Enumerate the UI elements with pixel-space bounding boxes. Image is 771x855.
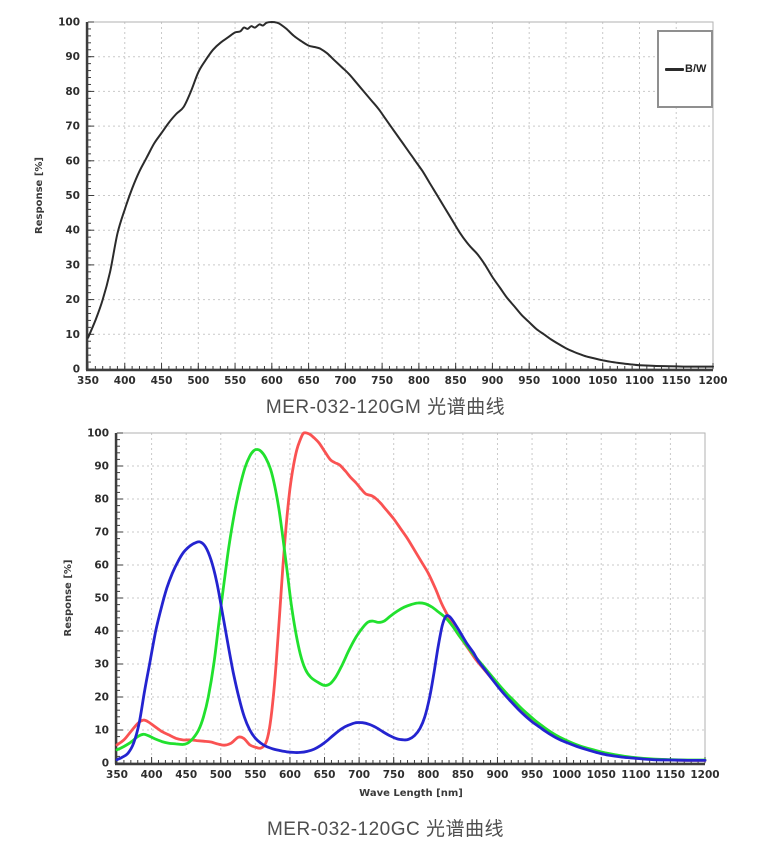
svg-text:750: 750 xyxy=(383,769,405,781)
svg-text:500: 500 xyxy=(210,769,232,781)
svg-text:40: 40 xyxy=(94,626,109,638)
svg-text:1000: 1000 xyxy=(552,769,581,781)
svg-text:600: 600 xyxy=(279,769,301,781)
svg-text:1050: 1050 xyxy=(588,375,617,387)
svg-text:50: 50 xyxy=(65,190,80,202)
svg-text:1100: 1100 xyxy=(625,375,654,387)
svg-text:0: 0 xyxy=(73,364,80,376)
svg-text:10: 10 xyxy=(65,329,80,341)
svg-text:1000: 1000 xyxy=(551,375,580,387)
svg-text:1200: 1200 xyxy=(698,375,727,387)
axes xyxy=(114,433,705,766)
axis-ticks xyxy=(116,432,706,764)
svg-text:60: 60 xyxy=(94,560,109,572)
svg-text:750: 750 xyxy=(371,375,393,387)
svg-text:600: 600 xyxy=(261,375,283,387)
svg-text:80: 80 xyxy=(94,494,109,506)
gridlines xyxy=(88,22,713,369)
svg-text:90: 90 xyxy=(94,461,109,473)
svg-text:700: 700 xyxy=(348,769,370,781)
svg-text:900: 900 xyxy=(481,375,503,387)
svg-text:450: 450 xyxy=(151,375,173,387)
svg-text:400: 400 xyxy=(114,375,136,387)
x-tick-labels: 350 400 450 500 550 600 650 700 750 800 850 900 950 1… xyxy=(77,375,728,387)
svg-text:350: 350 xyxy=(106,769,128,781)
svg-text:30: 30 xyxy=(65,259,80,271)
svg-text:900: 900 xyxy=(487,769,509,781)
curve-b xyxy=(115,540,707,762)
y-axis-title: Response [%] xyxy=(63,560,74,637)
svg-text:80: 80 xyxy=(65,86,80,98)
svg-text:100: 100 xyxy=(58,17,80,29)
svg-text:400: 400 xyxy=(141,769,163,781)
x-axis-title: Wave Length [nm] xyxy=(359,788,463,799)
legend-label: B/W xyxy=(685,62,707,75)
svg-text:10: 10 xyxy=(94,725,109,737)
caption-color-chart: MER-032-120GC 光谱曲线 xyxy=(266,819,505,840)
svg-text:450: 450 xyxy=(175,769,197,781)
svg-text:20: 20 xyxy=(94,692,109,704)
caption-mono-chart: MER-032-120GM 光谱曲线 xyxy=(265,397,506,418)
y-tick-labels: 0 10 20 30 40 50 60 70 80 90 100 xyxy=(58,17,80,376)
mono-spectral-response-chart: 350 400 450 500 550 600 650 700 750 800 850 900 950 1… xyxy=(0,0,771,392)
svg-text:950: 950 xyxy=(521,769,543,781)
svg-text:850: 850 xyxy=(445,375,467,387)
curve-gr xyxy=(115,448,707,762)
color-chart-plot: 350 400 450 500 550 600 650 700 750 800 850 900 950 1… xyxy=(63,428,720,800)
x-tick-labels: 350 400 450 500 550 600 650 700 750 800 850 900 950 1… xyxy=(106,769,720,781)
svg-text:100: 100 xyxy=(87,428,109,440)
svg-text:1050: 1050 xyxy=(587,769,616,781)
axis-ticks xyxy=(87,21,714,370)
svg-text:20: 20 xyxy=(65,294,80,306)
svg-text:90: 90 xyxy=(65,51,80,63)
svg-text:800: 800 xyxy=(408,375,430,387)
color-spectral-response-chart: 350 400 450 500 550 600 650 700 750 800 850 900 950 1… xyxy=(0,420,771,820)
svg-text:500: 500 xyxy=(187,375,209,387)
svg-text:70: 70 xyxy=(65,121,80,133)
svg-text:1200: 1200 xyxy=(690,769,719,781)
legend-swatch xyxy=(665,67,684,71)
svg-text:30: 30 xyxy=(94,659,109,671)
svg-text:70: 70 xyxy=(94,527,109,539)
gridlines xyxy=(117,433,705,763)
axes xyxy=(85,22,713,372)
y-tick-labels: 0 10 20 30 40 50 60 70 80 90 100 xyxy=(87,428,109,770)
svg-text:350: 350 xyxy=(77,375,99,387)
svg-text:60: 60 xyxy=(65,155,80,167)
svg-text:550: 550 xyxy=(244,769,266,781)
svg-text:650: 650 xyxy=(314,769,336,781)
svg-text:650: 650 xyxy=(298,375,320,387)
svg-text:1150: 1150 xyxy=(656,769,685,781)
svg-text:1150: 1150 xyxy=(662,375,691,387)
svg-text:800: 800 xyxy=(417,769,439,781)
svg-text:1100: 1100 xyxy=(621,769,650,781)
svg-text:950: 950 xyxy=(518,375,540,387)
legend-mono: B/W xyxy=(657,30,713,108)
svg-text:50: 50 xyxy=(94,593,109,605)
mono-chart-plot: 350 400 450 500 550 600 650 700 750 800 850 900 950 1… xyxy=(34,17,728,388)
legend-item-bw: B/W xyxy=(665,62,706,76)
y-axis-title: Response [%] xyxy=(34,157,45,234)
svg-text:0: 0 xyxy=(102,758,109,770)
svg-text:40: 40 xyxy=(65,225,80,237)
svg-text:850: 850 xyxy=(452,769,474,781)
curve-bw xyxy=(87,21,714,368)
svg-text:700: 700 xyxy=(334,375,356,387)
svg-text:550: 550 xyxy=(224,375,246,387)
